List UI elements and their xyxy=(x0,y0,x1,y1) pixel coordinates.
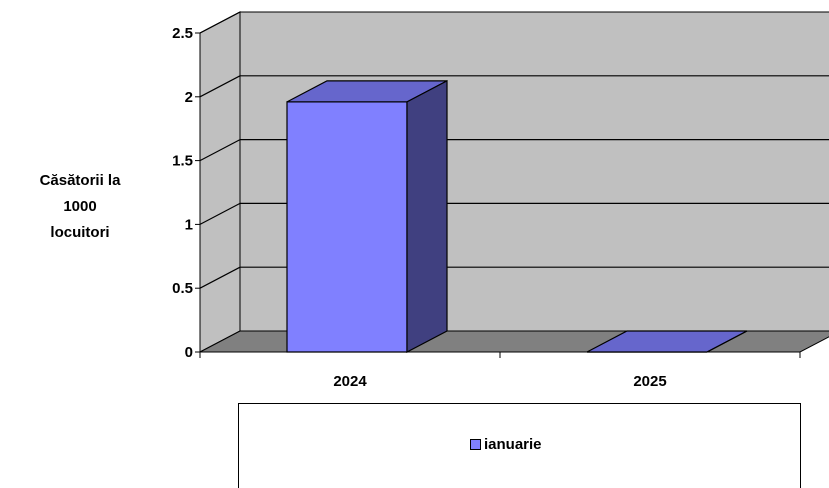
gridline xyxy=(199,11,241,34)
gridline xyxy=(199,139,241,162)
y-tick-label: 0 xyxy=(185,344,193,361)
x-tick-label: 2025 xyxy=(633,373,666,390)
legend-label: ianuarie xyxy=(484,436,542,453)
bar-side xyxy=(706,330,748,353)
y-tick-label: 1.5 xyxy=(172,153,193,170)
legend: ianuarie xyxy=(238,403,801,488)
y-axis-title-line: locuitori xyxy=(50,224,110,241)
y-axis-title-line: Căsătorii la xyxy=(39,172,121,189)
y-axis-title: Căsătorii la 1000 locuitori xyxy=(0,168,160,246)
bar-front xyxy=(286,101,408,353)
bars xyxy=(286,79,748,353)
x-tick-label: 2024 xyxy=(333,373,367,390)
bar xyxy=(286,79,448,353)
bar-side xyxy=(406,79,448,353)
y-tick-label: 1 xyxy=(185,216,193,233)
tick-labels: 0 0.5 1 1.5 2 2.5 2024 2025 xyxy=(172,25,667,390)
gridline xyxy=(199,202,241,225)
side-wall xyxy=(199,11,241,353)
gridline xyxy=(199,266,241,289)
legend-swatch xyxy=(470,439,481,450)
bar xyxy=(586,330,748,353)
y-tick-label: 2 xyxy=(185,89,193,106)
y-axis-title-line: 1000 xyxy=(63,198,97,215)
y-tick-label: 2.5 xyxy=(172,25,193,42)
gridline xyxy=(199,75,241,98)
legend-item: ianuarie xyxy=(470,436,542,453)
y-tick-label: 0.5 xyxy=(172,280,193,297)
